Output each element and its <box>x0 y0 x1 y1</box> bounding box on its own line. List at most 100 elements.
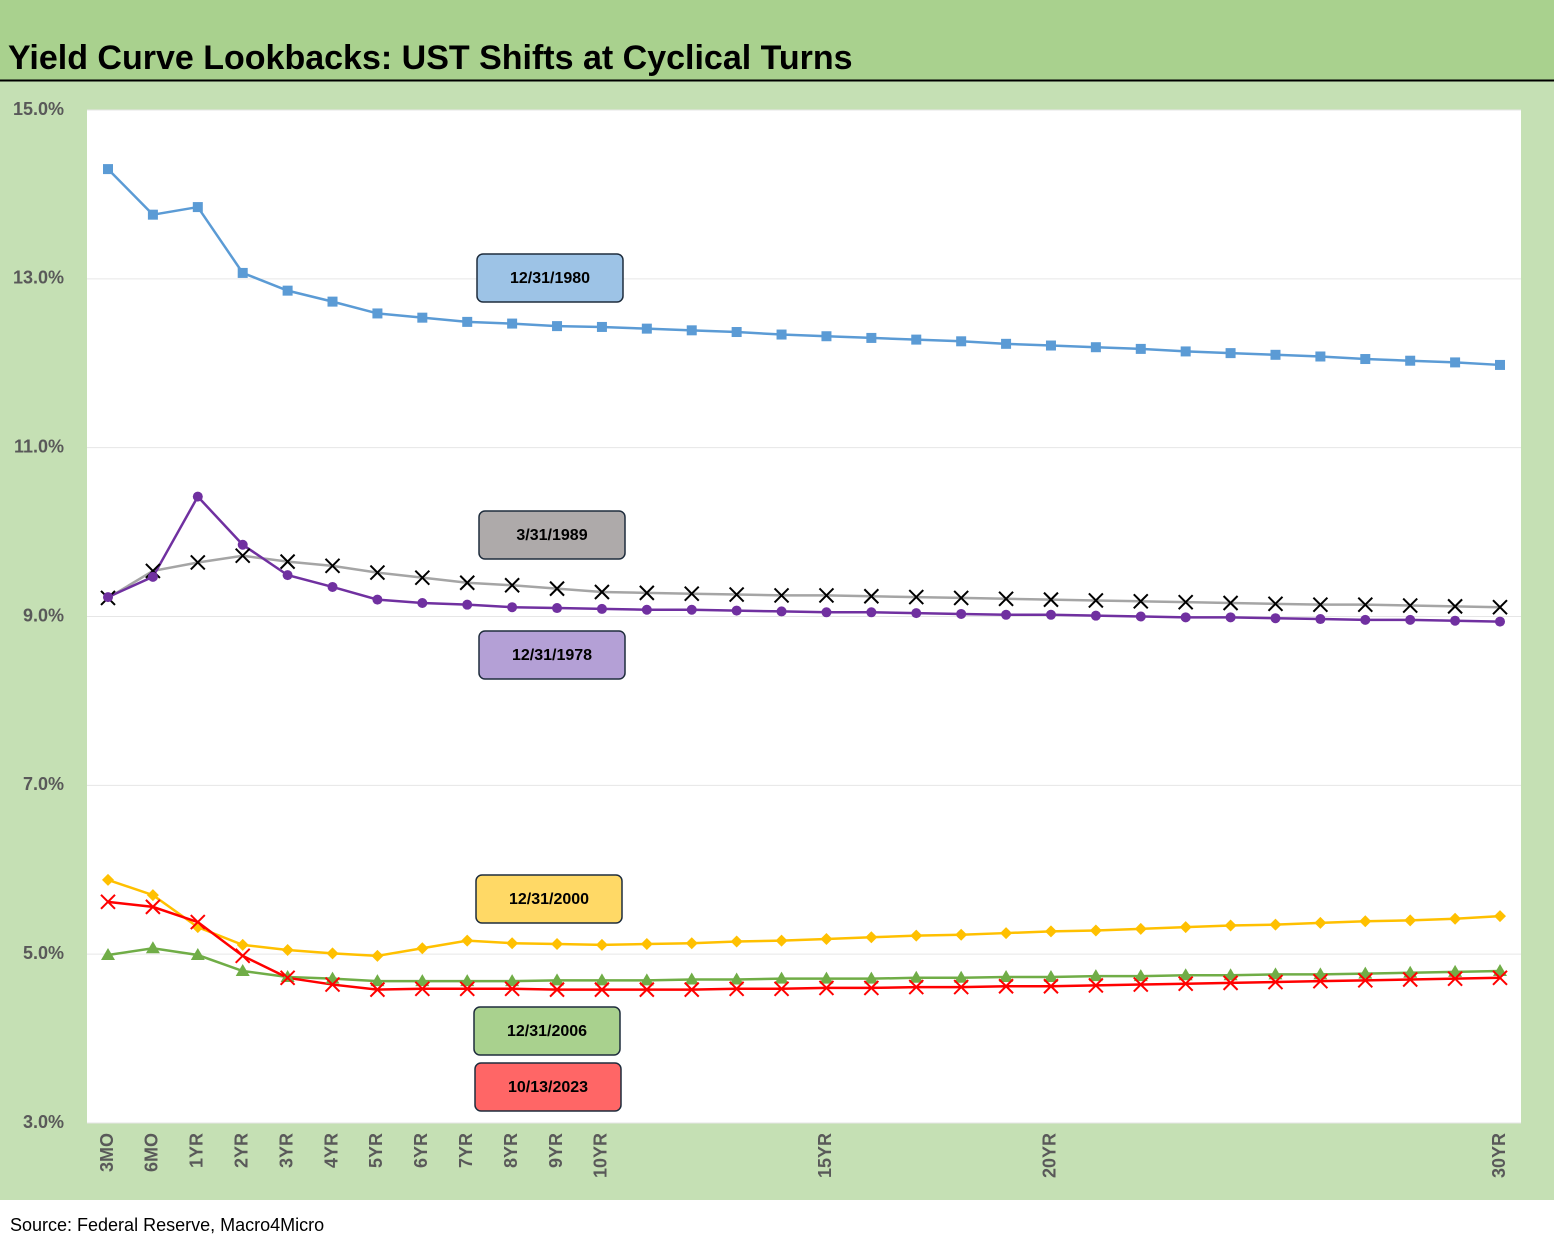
marker <box>1360 354 1371 365</box>
marker <box>190 948 205 961</box>
x-tick-label: 2YR <box>231 1133 251 1168</box>
marker-stroke <box>728 586 745 603</box>
marker-stroke <box>639 585 655 601</box>
marker-stroke <box>1357 972 1373 989</box>
marker <box>414 981 431 997</box>
series-label: 12/31/1980 <box>510 270 590 287</box>
marker <box>1045 609 1056 620</box>
marker-stroke <box>1043 978 1059 994</box>
marker <box>145 941 160 954</box>
marker-stroke <box>1492 970 1508 986</box>
marker <box>279 970 296 986</box>
marker-stroke <box>100 894 116 910</box>
marker-stroke <box>863 980 880 996</box>
marker <box>415 974 430 987</box>
y-tick-label: 7.0% <box>23 774 64 794</box>
marker <box>596 603 607 614</box>
marker <box>1043 978 1059 994</box>
marker <box>1001 338 1012 349</box>
marker <box>551 938 564 951</box>
marker <box>235 964 250 977</box>
marker <box>1402 597 1418 614</box>
marker <box>550 973 565 986</box>
marker-stroke <box>459 981 475 997</box>
marker <box>1177 976 1194 992</box>
marker <box>103 164 113 175</box>
marker <box>728 586 745 603</box>
source-note: Source: Federal Reserve, Macro4Micro <box>10 1215 324 1235</box>
marker-stroke <box>818 980 835 996</box>
marker-stroke <box>1492 599 1508 615</box>
marker-stroke <box>1267 596 1284 612</box>
x-tick-label: 30YR <box>1489 1133 1509 1178</box>
marker <box>549 580 565 597</box>
marker <box>1267 974 1284 990</box>
marker <box>327 296 338 307</box>
marker <box>414 569 431 586</box>
marker <box>908 589 924 605</box>
marker-stroke <box>594 981 610 998</box>
y-tick-label: 11.0% <box>14 436 64 456</box>
marker <box>190 554 206 571</box>
marker <box>280 969 295 982</box>
x-tick-label: 8YR <box>501 1133 521 1168</box>
marker <box>324 558 341 574</box>
marker-stroke <box>1312 596 1329 613</box>
marker <box>369 564 386 581</box>
marker-stroke <box>190 914 206 930</box>
marker <box>1180 612 1191 623</box>
marker <box>729 972 744 985</box>
marker <box>730 935 743 948</box>
marker-stroke <box>1312 973 1329 989</box>
x-tick-label: 6MO <box>142 1133 162 1172</box>
series-label-box <box>478 510 626 560</box>
marker <box>956 608 967 619</box>
marker-stroke <box>863 588 880 604</box>
marker <box>1225 612 1236 623</box>
series-line <box>107 494 1501 623</box>
marker <box>1133 593 1149 610</box>
marker <box>190 914 206 930</box>
marker <box>685 937 698 950</box>
marker-stroke <box>145 899 161 915</box>
marker <box>908 979 924 995</box>
marker-stroke <box>414 981 431 997</box>
marker <box>372 594 383 605</box>
marker <box>596 321 607 332</box>
marker <box>1492 970 1508 986</box>
marker-stroke <box>235 548 251 564</box>
marker <box>1495 616 1505 627</box>
marker <box>237 539 248 550</box>
marker <box>595 938 608 951</box>
marker <box>863 588 880 604</box>
marker <box>954 970 969 983</box>
marker <box>417 312 428 323</box>
marker-stroke <box>504 981 520 997</box>
marker <box>369 981 386 998</box>
marker <box>505 974 520 987</box>
x-tick-label: 6YR <box>411 1133 431 1168</box>
marker <box>1133 969 1148 982</box>
marker-stroke <box>324 976 341 993</box>
marker <box>776 606 787 617</box>
marker <box>1495 359 1505 370</box>
marker <box>371 949 384 962</box>
marker <box>728 981 745 997</box>
marker <box>236 938 249 951</box>
marker <box>866 607 877 618</box>
series-label: 12/31/2000 <box>509 891 589 908</box>
y-tick-label: 9.0% <box>23 605 64 625</box>
marker-stroke <box>998 591 1014 607</box>
series-line <box>107 554 1501 609</box>
x-tick-label: 7YR <box>456 1133 476 1168</box>
marker-stroke <box>369 564 386 581</box>
marker <box>1222 975 1239 991</box>
marker <box>1402 971 1418 988</box>
marker-stroke <box>1177 976 1194 992</box>
x-tick-label: 9YR <box>546 1133 566 1168</box>
x-tick-label: 3MO <box>97 1133 117 1172</box>
x-tick-label: 4YR <box>321 1133 341 1168</box>
marker <box>1314 916 1327 929</box>
marker <box>819 971 834 984</box>
